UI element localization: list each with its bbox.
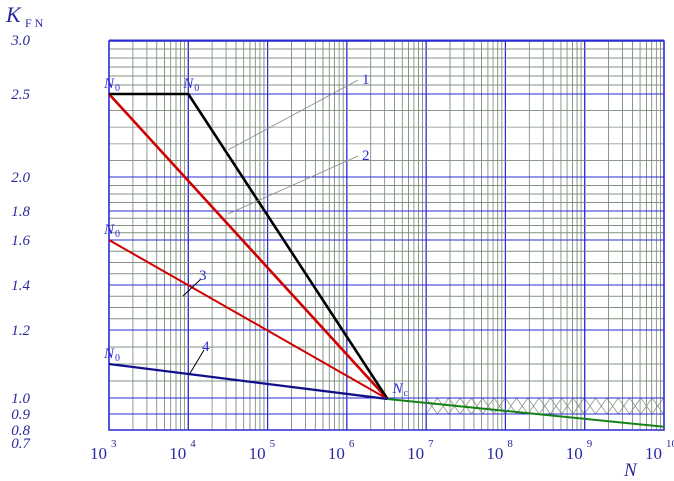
svg-text:0: 0 — [115, 353, 120, 364]
svg-text:2.0: 2.0 — [11, 170, 30, 186]
svg-text:4: 4 — [202, 339, 210, 355]
svg-text:2.5: 2.5 — [11, 87, 30, 103]
svg-text:4: 4 — [190, 438, 196, 450]
svg-text:10: 10 — [645, 444, 662, 463]
svg-text:5: 5 — [270, 438, 276, 450]
svg-text:0.9: 0.9 — [11, 407, 30, 423]
svg-text:N: N — [392, 381, 404, 397]
svg-text:0: 0 — [115, 83, 120, 94]
svg-text:9: 9 — [587, 438, 593, 450]
svg-text:0: 0 — [194, 83, 199, 94]
svg-text:3: 3 — [111, 438, 117, 450]
svg-text:1.4: 1.4 — [11, 278, 30, 294]
svg-text:c: c — [404, 388, 409, 399]
svg-text:10: 10 — [249, 444, 266, 463]
svg-text:N: N — [182, 76, 194, 92]
svg-text:N: N — [103, 76, 115, 92]
svg-text:1.2: 1.2 — [11, 323, 30, 339]
svg-text:F N: F N — [25, 16, 44, 30]
svg-text:3.0: 3.0 — [10, 33, 30, 49]
svg-text:10: 10 — [407, 444, 424, 463]
svg-text:K: K — [5, 2, 22, 27]
svg-text:1.8: 1.8 — [11, 204, 30, 220]
svg-text:10: 10 — [486, 444, 503, 463]
svg-text:1.0: 1.0 — [11, 391, 30, 407]
svg-text:10: 10 — [169, 444, 186, 463]
svg-text:N: N — [103, 346, 115, 362]
svg-text:10: 10 — [328, 444, 345, 463]
svg-text:2: 2 — [362, 148, 370, 164]
svg-text:6: 6 — [349, 438, 355, 450]
svg-text:N: N — [103, 222, 115, 238]
svg-text:7: 7 — [428, 438, 434, 450]
svg-text:0.7: 0.7 — [11, 436, 31, 452]
svg-text:10: 10 — [666, 438, 674, 450]
svg-text:10: 10 — [566, 444, 583, 463]
svg-text:10: 10 — [90, 444, 107, 463]
svg-text:1.6: 1.6 — [11, 233, 30, 249]
svg-text:0: 0 — [115, 229, 120, 240]
svg-text:8: 8 — [507, 438, 513, 450]
svg-text:N: N — [623, 460, 638, 481]
svg-text:1: 1 — [362, 72, 370, 88]
svg-text:3: 3 — [199, 268, 207, 284]
